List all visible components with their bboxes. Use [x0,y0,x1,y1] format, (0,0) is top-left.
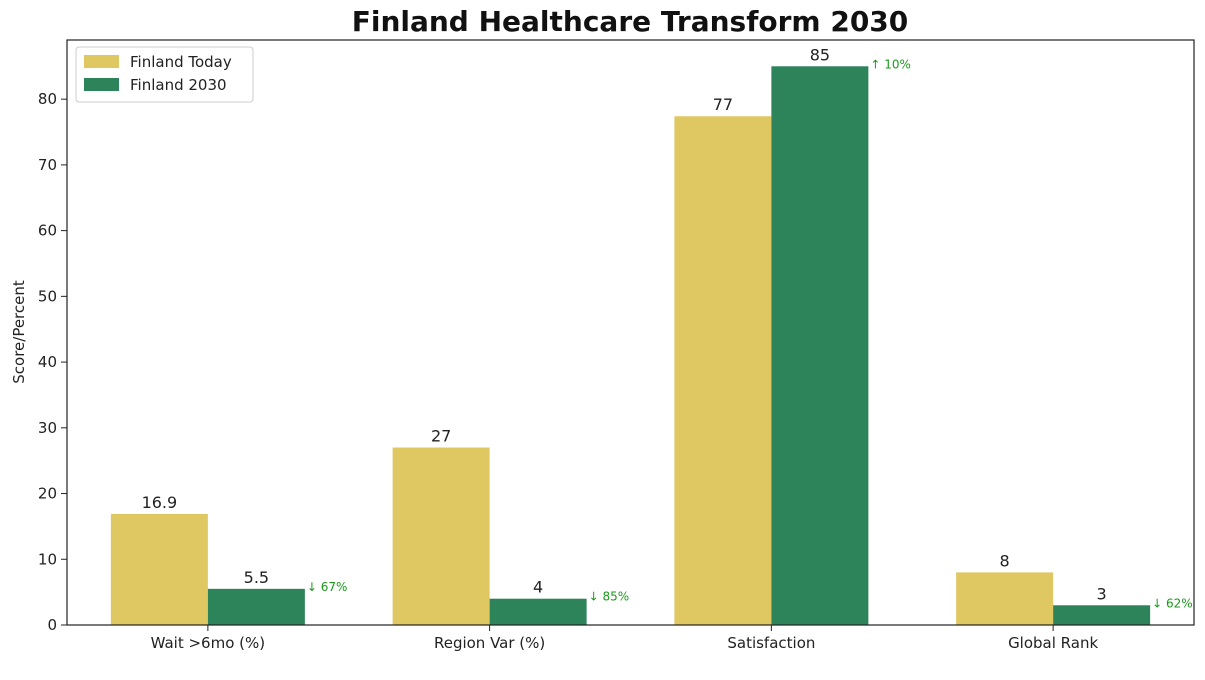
bar-2030 [771,66,869,626]
y-tick-label: 50 [38,287,57,305]
y-tick-label: 30 [38,419,57,437]
bar-today [956,572,1054,625]
bar-2030 [207,588,305,625]
change-annotation: ↑ 10% [870,57,911,71]
bar-today [110,513,208,625]
bar-value-label: 5.5 [244,568,269,587]
bar-value-label: 8 [1000,551,1010,570]
legend-swatch [84,78,119,91]
bar-value-label: 4 [533,578,543,597]
y-tick-label: 60 [38,222,57,240]
legend-label: Finland Today [130,53,232,71]
legend: Finland Today Finland 2030 [75,46,254,103]
bar-2030 [1053,605,1151,625]
y-axis-label: Score/Percent [10,280,28,384]
bars-group: 16.9 5.5 ↓ 67% 27 4 ↓ 85% 77 85 ↑ 10% 8 3 ↓ 62% [110,45,1193,626]
bar-value-label: 16.9 [142,493,178,512]
y-tick-label: 20 [38,485,57,503]
bar-today [674,116,772,625]
bar-value-label: 27 [431,427,451,446]
bar-today [392,447,490,625]
legend-box [75,46,254,103]
plot-frame [66,39,1195,626]
x-tick-label: Region Var (%) [434,634,545,652]
chart-title: Finland Healthcare Transform 2030 [352,5,909,38]
y-tick-label: 40 [38,353,57,371]
bar-value-label: 85 [810,45,830,64]
y-tick-label: 80 [38,90,57,108]
bar-value-label: 3 [1097,584,1107,603]
change-annotation: ↓ 62% [1152,596,1193,610]
x-tick-label: Global Rank [1008,634,1098,652]
x-tick-label: Wait >6mo (%) [151,634,266,652]
y-tick-label: 70 [38,156,57,174]
bar-value-label: 77 [713,95,733,114]
change-annotation: ↓ 85% [589,590,630,604]
y-axis-ticks: 0 10 20 30 40 50 60 70 80 [38,90,67,634]
change-annotation: ↓ 67% [307,580,348,594]
bar-2030 [489,598,587,625]
y-tick-label: 10 [38,550,57,568]
legend-swatch [84,55,119,68]
x-tick-label: Satisfaction [727,634,815,652]
x-axis-ticks: Wait >6mo (%) Region Var (%) Satisfaction G… [151,625,1098,652]
y-tick-label: 0 [47,616,57,634]
legend-label: Finland 2030 [130,76,227,94]
